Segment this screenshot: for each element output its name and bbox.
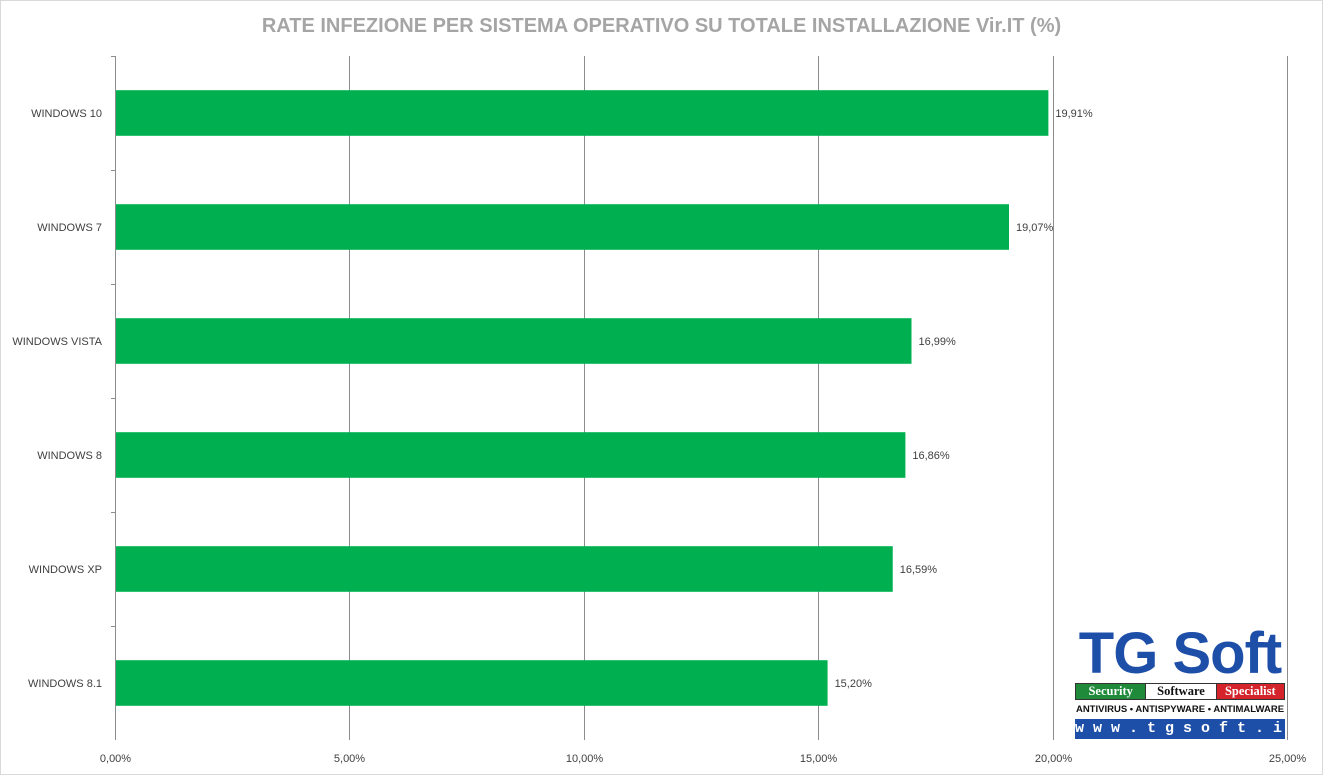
- category-label: WINDOWS 8: [37, 450, 102, 462]
- x-tick-label: 0,00%: [100, 753, 131, 765]
- logo-tagline: Security Software Specialist: [1075, 683, 1285, 700]
- bar: [116, 546, 893, 592]
- x-tick-label: 25,00%: [1269, 753, 1307, 765]
- logo-tagline-specialist: Specialist: [1216, 684, 1284, 699]
- category-label: WINDOWS 10: [31, 108, 102, 120]
- value-label: 15,20%: [835, 678, 873, 690]
- bar: [116, 90, 1049, 136]
- value-label: 19,07%: [1016, 222, 1054, 234]
- category-label: WINDOWS XP: [29, 564, 102, 576]
- bar: [116, 660, 828, 706]
- category-label: WINDOWS 7: [37, 222, 102, 234]
- logo-url: w w w . t g s o f t . i t: [1075, 719, 1301, 739]
- logo-tagline-software: Software: [1145, 684, 1217, 699]
- value-label: 19,91%: [1055, 108, 1093, 120]
- value-label: 16,99%: [918, 336, 956, 348]
- chart-title: RATE INFEZIONE PER SISTEMA OPERATIVO SU …: [261, 15, 1062, 37]
- value-label: 16,59%: [900, 564, 938, 576]
- tgsoft-logo: TG Soft Security Software Specialist ANT…: [1075, 621, 1301, 742]
- x-tick-label: 5,00%: [334, 753, 365, 765]
- logo-tagline-security: Security: [1076, 684, 1146, 699]
- labels: 0,00% 5,00% 10,00% 15,00% 20,00% 25,00% WINDOW…: [12, 108, 1306, 765]
- value-label: 16,86%: [912, 450, 950, 462]
- axes: [111, 56, 116, 740]
- bars: [116, 90, 1049, 706]
- grid-lines: [349, 56, 1288, 740]
- x-tick-label: 10,00%: [566, 753, 604, 765]
- category-label: WINDOWS VISTA: [12, 336, 102, 348]
- x-tick-label: 15,00%: [800, 753, 838, 765]
- bar: [116, 432, 906, 478]
- bar: [116, 204, 1010, 250]
- bar: [116, 318, 912, 364]
- logo-products: ANTIVIRUS • ANTISPYWARE • ANTIMALWARE: [1075, 704, 1285, 715]
- logo-brand-text: TG Soft: [1078, 621, 1282, 686]
- category-label: WINDOWS 8.1: [28, 678, 102, 690]
- x-tick-label: 20,00%: [1035, 753, 1073, 765]
